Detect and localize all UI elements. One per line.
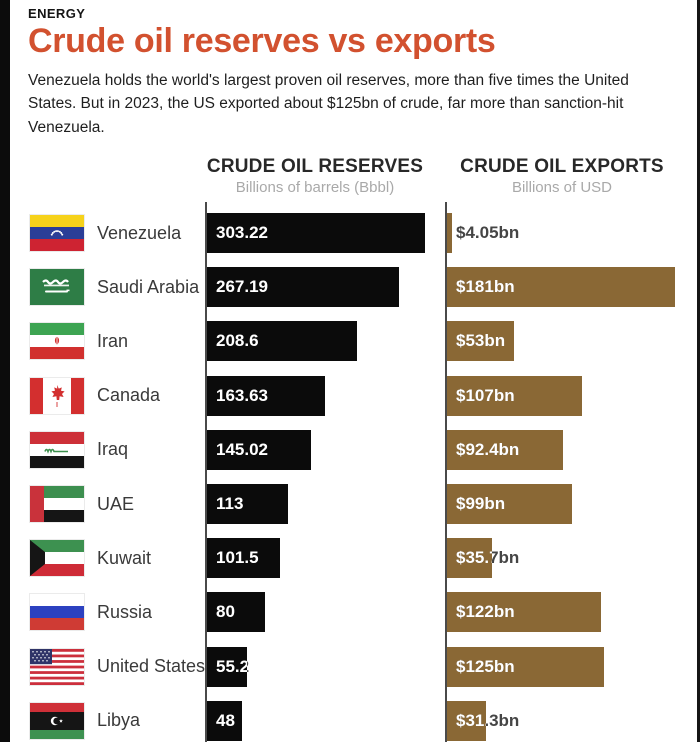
flag-venezuela-icon <box>30 215 84 251</box>
exports-column-title: CRUDE OIL EXPORTS <box>445 156 679 178</box>
exports-bar-cell: $92.4bn$92.4bn <box>446 423 686 477</box>
exports-column-subtitle: Billions of USD <box>445 179 679 196</box>
country-label: United States <box>97 656 206 677</box>
exports-bar-cell: $107bn$107bn <box>446 369 686 423</box>
exports-bar-cell: $125bn$125bn <box>446 640 686 694</box>
header: ENERGY Crude oil reserves vs exports Ven… <box>28 6 676 139</box>
country-label: Libya <box>97 710 206 731</box>
country-label: Iran <box>97 331 206 352</box>
country-label: Saudi Arabia <box>97 277 206 298</box>
exports-bar-cell: $31.3bn$31.3bn <box>446 694 686 748</box>
flag-libya-icon <box>30 703 84 739</box>
flag-saudi-arabia-icon <box>30 269 84 305</box>
chart-rows: Venezuela303.22303.22$4.05bn$4.05bnSaudi… <box>0 206 700 748</box>
country-label: Kuwait <box>97 548 206 569</box>
country-label: Iraq <box>97 439 206 460</box>
country-label: Canada <box>97 385 206 406</box>
reserves-column-title: CRUDE OIL RESERVES <box>202 156 428 178</box>
flag-russia-icon <box>30 594 84 630</box>
exports-bar-cell: $4.05bn$4.05bn <box>446 206 686 260</box>
flag-iraq-icon <box>30 432 84 468</box>
flag-united-states-icon <box>30 649 84 685</box>
exports-bar-cell: $53bn$53bn <box>446 314 686 368</box>
flag-iran-icon <box>30 323 84 359</box>
reserves-column-header: CRUDE OIL RESERVES Billions of barrels (… <box>202 156 428 196</box>
exports-bar-cell: $99bn$99bn <box>446 477 686 531</box>
exports-bar-cell: $122bn$122bn <box>446 585 686 639</box>
flag-kuwait-icon <box>30 540 84 576</box>
page-title: Crude oil reserves vs exports <box>28 24 676 60</box>
country-label: Russia <box>97 602 206 623</box>
section-kicker: ENERGY <box>28 6 676 21</box>
flag-uae-icon <box>30 486 84 522</box>
country-label: Venezuela <box>97 223 206 244</box>
reserves-column-subtitle: Billions of barrels (Bbbl) <box>202 179 428 196</box>
description-text: Venezuela holds the world's largest prov… <box>28 69 676 140</box>
exports-bar-cell: $35.7bn$35.7bn <box>446 531 686 585</box>
exports-value-label: $4.05bn <box>456 223 519 243</box>
flag-canada-icon <box>30 378 84 414</box>
country-label: UAE <box>97 494 206 515</box>
exports-column-header: CRUDE OIL EXPORTS Billions of USD <box>445 156 679 196</box>
exports-bar-cell: $181bn$181bn <box>446 260 686 314</box>
